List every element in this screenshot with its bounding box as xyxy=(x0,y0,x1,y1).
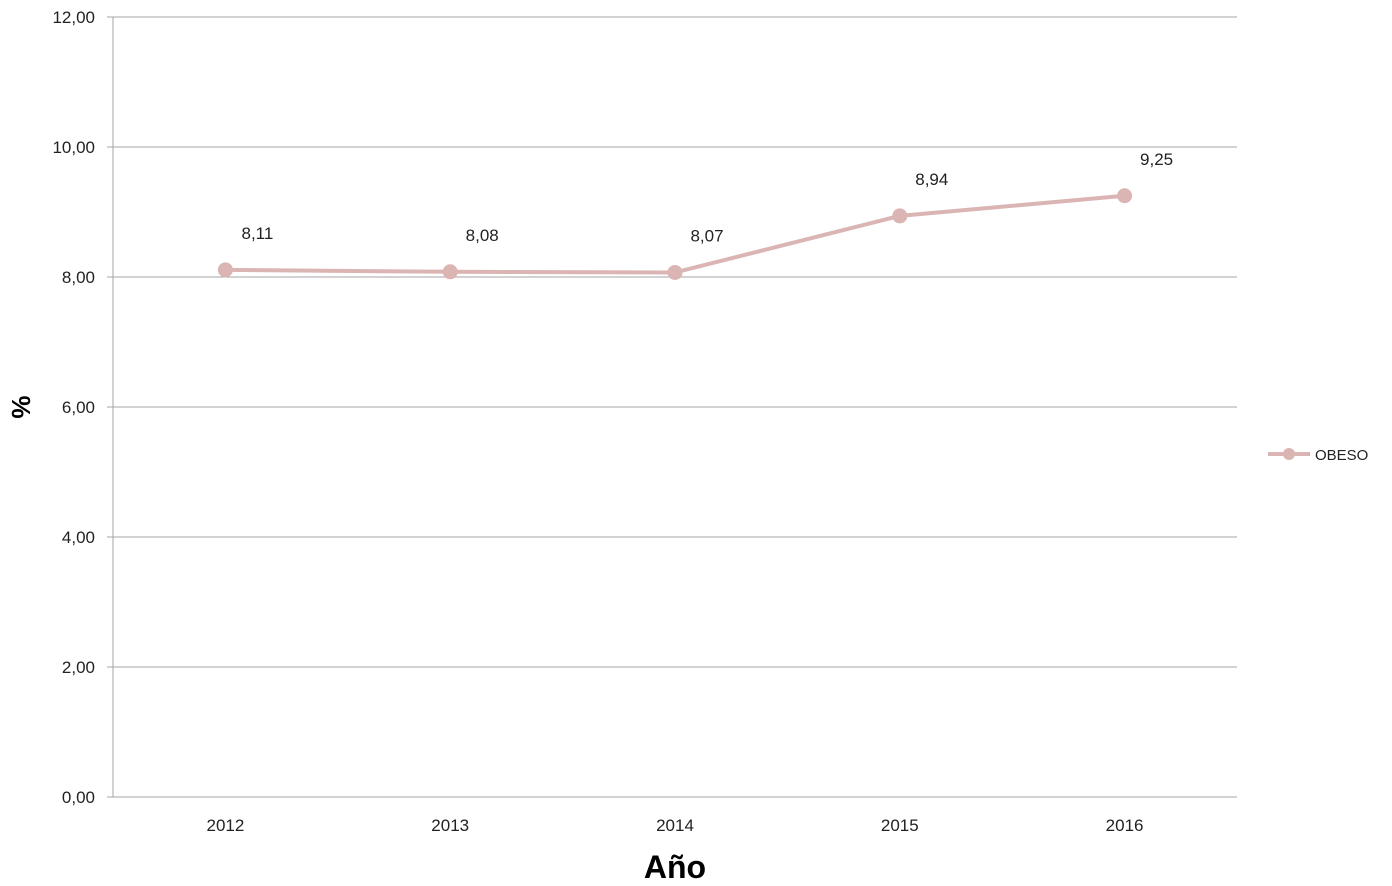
legend-marker-swatch xyxy=(1283,448,1295,460)
x-axis-title: Año xyxy=(644,849,706,885)
x-axis-ticks: 2012 2013 2014 2015 2016 xyxy=(206,816,1143,835)
x-tick-label: 2016 xyxy=(1106,816,1144,835)
legend: OBESO xyxy=(1268,447,1368,464)
x-tick-label: 2013 xyxy=(431,816,469,835)
legend-label: OBESO xyxy=(1315,447,1368,464)
y-tick-label: 6,00 xyxy=(62,398,95,417)
data-label: 8,11 xyxy=(241,224,273,243)
data-point xyxy=(217,262,233,278)
data-label: 9,25 xyxy=(1140,150,1173,169)
data-point xyxy=(667,264,683,280)
y-tick-label: 0,00 xyxy=(62,788,95,807)
y-tick-label: 10,00 xyxy=(52,138,95,157)
x-tick-label: 2015 xyxy=(881,816,919,835)
data-label: 8,08 xyxy=(466,226,499,245)
gridlines xyxy=(107,16,1237,798)
data-label: 8,94 xyxy=(915,170,948,189)
data-labels: 8,11 8,08 8,07 8,94 9,25 xyxy=(241,150,1173,246)
data-point xyxy=(1117,188,1133,204)
x-tick-label: 2012 xyxy=(206,816,244,835)
y-tick-label: 4,00 xyxy=(62,528,95,547)
data-label: 8,07 xyxy=(690,226,723,245)
series-group xyxy=(217,188,1133,280)
y-tick-label: 8,00 xyxy=(62,268,95,287)
y-axis-title: % xyxy=(6,395,36,418)
data-point xyxy=(442,264,458,280)
y-tick-label: 12,00 xyxy=(52,8,95,27)
y-tick-label: 2,00 xyxy=(62,658,95,677)
data-point xyxy=(892,208,908,224)
y-axis-ticks: 0,00 2,00 4,00 6,00 8,00 10,00 12,00 xyxy=(52,8,95,807)
x-tick-label: 2014 xyxy=(656,816,694,835)
series-line xyxy=(225,193,1125,275)
